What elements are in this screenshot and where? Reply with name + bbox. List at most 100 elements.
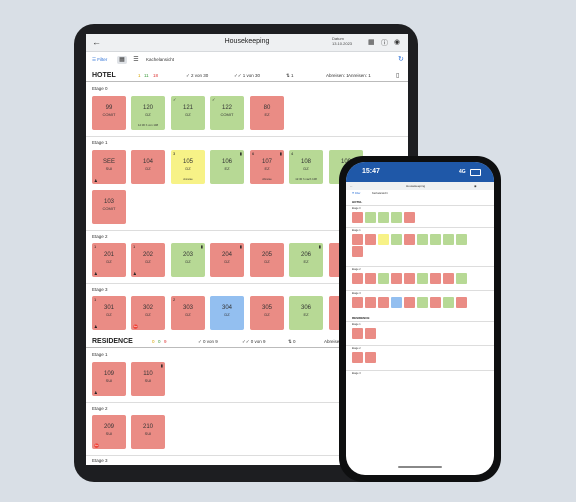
room-tile[interactable] (378, 297, 389, 308)
room-tile[interactable]: SEE SUI ♟ (92, 150, 126, 184)
filter-label: Filter (354, 192, 361, 195)
refresh-icon[interactable]: ↻ (398, 56, 404, 63)
room-tile[interactable] (352, 234, 363, 245)
room-tile[interactable]: 304 DZ (210, 296, 244, 330)
room-tile[interactable]: 120 DZ 12:30 h von 108 (131, 96, 165, 130)
user-icon[interactable]: ◉ (474, 184, 477, 188)
room-tile[interactable] (443, 234, 454, 245)
room-tile[interactable] (365, 212, 376, 223)
count-yellow: 0 (152, 339, 155, 344)
room-number: 202 (142, 252, 153, 258)
room-tile[interactable]: 80 EZ (250, 96, 284, 130)
filter-label: Filter (97, 57, 108, 62)
room-tile[interactable] (365, 297, 376, 308)
count-yellow: 1 (138, 73, 141, 78)
room-tile[interactable]: 305 DZ (250, 296, 284, 330)
room-number: 209 (103, 424, 114, 430)
room-type: EZ (224, 166, 230, 171)
room-tile[interactable] (391, 273, 402, 284)
room-tile[interactable] (456, 297, 467, 308)
list-view-icon[interactable]: ☰ (133, 57, 139, 63)
room-tile[interactable] (404, 297, 415, 308)
arrow-left-icon[interactable]: ← (350, 184, 353, 188)
room-tile[interactable]: 302 DZ ⛔ (131, 296, 165, 330)
room-tile[interactable]: ▮ 106 EZ (210, 150, 244, 184)
room-tile[interactable]: 103 COMIT (92, 190, 126, 224)
room-tile[interactable] (352, 297, 363, 308)
room-tile[interactable] (417, 273, 428, 284)
room-tile[interactable] (378, 234, 389, 245)
room-tile[interactable] (352, 328, 363, 339)
room-tile[interactable]: 104 DZ (131, 150, 165, 184)
room-tile[interactable] (443, 273, 454, 284)
room-tile[interactable]: 4 108 DZ 12:30 h nach 108 (289, 150, 323, 184)
room-tile[interactable] (391, 297, 402, 308)
calendar-icon[interactable]: ▦ (368, 39, 375, 46)
room-tile[interactable] (365, 273, 376, 284)
arrow-left-icon[interactable]: ← (92, 37, 101, 47)
room-tile[interactable]: 205 DZ (250, 243, 284, 277)
room-number: 108 (300, 159, 311, 165)
room-number: 80 (263, 105, 271, 111)
room-tile[interactable] (456, 234, 467, 245)
hotel-name: HOTEL (352, 200, 363, 204)
room-tile[interactable] (352, 246, 363, 257)
room-tile[interactable]: ▮ 110 SUI (131, 362, 165, 396)
room-tile[interactable]: 1 201 DZ ♟ (92, 243, 126, 277)
room-tile[interactable]: 6 ▮ 107 EZ Abreise (250, 150, 284, 184)
room-tile[interactable]: ▮ 206 EZ (289, 243, 323, 277)
room-tile[interactable] (430, 273, 441, 284)
room-tile[interactable] (430, 234, 441, 245)
room-tile[interactable] (404, 273, 415, 284)
room-tile[interactable] (365, 328, 376, 339)
room-tile[interactable] (352, 273, 363, 284)
room-tile[interactable]: 1 202 DZ ♟ (131, 243, 165, 277)
room-tile[interactable]: 210 SUI (131, 415, 165, 449)
room-tile[interactable]: ▮ 203 DZ (171, 243, 205, 277)
room-tile[interactable]: ✓ 122 COMIT (210, 96, 244, 130)
info-icon[interactable]: ⓘ (381, 40, 388, 47)
room-tile[interactable] (352, 352, 363, 363)
date-display[interactable]: Datum 13.10.2023 (332, 36, 352, 46)
room-type: DZ (264, 259, 270, 264)
filter-button[interactable]: ☰ Filter (352, 192, 361, 195)
room-tile[interactable] (391, 212, 402, 223)
room-tile[interactable]: 306 EZ (289, 296, 323, 330)
room-tile[interactable]: 109 SUI ♟ (92, 362, 126, 396)
room-tile[interactable] (443, 297, 454, 308)
room-type: DZ (185, 112, 191, 117)
hotel-section-header[interactable]: HOTEL 1 11 18 ✓ 2 von 30 ✓✓ 1 von 30 ⇅ 1… (86, 70, 408, 82)
room-tile[interactable] (417, 297, 428, 308)
filter-button[interactable]: ☰ Filter (92, 57, 108, 62)
room-tile[interactable]: 3 105 DZ Anreise (171, 150, 205, 184)
room-type: EZ (264, 112, 270, 117)
room-tile[interactable] (365, 352, 376, 363)
stat-transfers: ⇅ 0 (288, 339, 296, 344)
room-tile[interactable]: 209 SUI ⛔ (92, 415, 126, 449)
room-tile[interactable] (391, 234, 402, 245)
clipboard-icon[interactable]: ▯ (396, 73, 400, 79)
room-tile[interactable]: ✓ 121 DZ (171, 96, 205, 130)
stat-cleaned-value: 0 von 9 (203, 339, 218, 344)
grid-view-icon[interactable]: ▦ (117, 56, 127, 64)
room-tile[interactable] (404, 212, 415, 223)
user-icon[interactable]: ◉ (394, 39, 401, 46)
stat-inspected-value: 1 von 30 (242, 73, 261, 78)
room-tile[interactable] (430, 297, 441, 308)
room-tile[interactable] (352, 212, 363, 223)
room-tile[interactable] (365, 234, 376, 245)
room-tile[interactable]: ▮ 204 DZ (210, 243, 244, 277)
residence-section-header[interactable]: RESIDENCE 0 0 9 ✓ 0 von 9 ✓✓ 0 von 9 ⇅ 0… (86, 336, 408, 348)
room-tile[interactable] (417, 234, 428, 245)
departures-count: Abreisen: 1 (326, 73, 349, 78)
room-tile[interactable]: 1 301 DZ ♟ (92, 296, 126, 330)
room-tile[interactable] (378, 212, 389, 223)
room-tile[interactable] (404, 234, 415, 245)
room-tile[interactable] (456, 273, 467, 284)
do-not-disturb-icon: ⛔ (133, 324, 138, 329)
room-tile[interactable] (378, 273, 389, 284)
room-tile[interactable]: 2 303 DZ (171, 296, 205, 330)
hotel-name: HOTEL (92, 72, 116, 79)
floor-label: Etage 3 (92, 458, 108, 463)
room-tile[interactable]: 99 COMIT (92, 96, 126, 130)
